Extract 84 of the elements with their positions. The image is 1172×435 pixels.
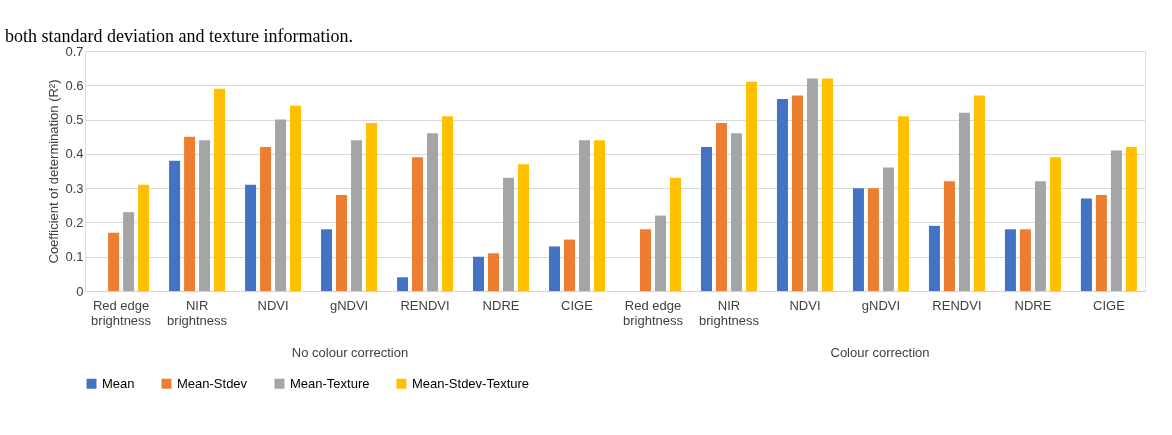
bar [928, 225, 940, 291]
bar [321, 229, 333, 291]
bar [776, 99, 788, 291]
bar [503, 177, 515, 291]
bar [579, 140, 591, 291]
bar [973, 95, 985, 291]
x-tick-label: gNDVI [329, 297, 369, 313]
y-tick-label: 0 [76, 283, 84, 299]
bar [745, 81, 757, 291]
x-tick-label: NDRE [1014, 297, 1052, 313]
y-axis-title: Coefficient of determination (R²) [46, 79, 62, 264]
text: both standard deviation and texture information. [5, 26, 353, 46]
legend-label: Mean-Texture [290, 375, 370, 391]
bar [518, 164, 530, 291]
x-tick-label: NDVI [257, 297, 289, 313]
bar [108, 232, 120, 291]
bar [1125, 147, 1137, 291]
bar [169, 160, 181, 291]
text: Colour correction [830, 345, 930, 360]
bar [654, 215, 666, 291]
bar [943, 181, 955, 291]
x-tick-label: NDVI [789, 297, 821, 313]
bar [397, 277, 409, 291]
legend-label: Mean-Stdev-Texture [412, 375, 530, 391]
bar [867, 188, 879, 291]
x-tick-label: NIR brightness [698, 297, 760, 328]
x-tick-label: Red edge brightness [91, 297, 152, 328]
y-tick-label: 0.7 [65, 43, 84, 59]
y-tick-label: 0.5 [65, 112, 84, 128]
bar [594, 140, 605, 291]
bar [1049, 157, 1061, 291]
bar [730, 133, 742, 291]
bar [199, 140, 211, 291]
y-tick-label: 0.1 [65, 249, 84, 265]
x-tick-label: Red edge brightness [623, 297, 684, 328]
x-tick-label: RENDVI [932, 297, 982, 313]
x-tick-label: gNDVI [861, 297, 901, 313]
bar [1080, 198, 1092, 291]
x-tick-label: NDRE [482, 297, 520, 313]
bar [1034, 181, 1046, 291]
bar [1004, 229, 1016, 291]
bar [958, 112, 970, 291]
bar [214, 88, 226, 291]
bar [700, 147, 712, 291]
bar [412, 157, 424, 291]
bar [882, 167, 894, 291]
bar [260, 147, 272, 291]
x-tick-label: NIR brightness [167, 297, 228, 328]
bar [473, 256, 485, 291]
bar [791, 95, 803, 291]
bar [1095, 195, 1107, 291]
x-tick-label: CIGE [561, 297, 594, 313]
bar [549, 246, 561, 291]
bar [184, 136, 196, 291]
bar [351, 140, 363, 291]
y-tick-label: 0.6 [65, 77, 84, 93]
bar [275, 119, 287, 291]
bar [138, 184, 150, 291]
y-tick-label: 0.3 [65, 180, 84, 196]
bar [821, 78, 833, 291]
bar [806, 78, 818, 291]
bar [245, 184, 257, 291]
bar [669, 177, 681, 291]
bar [564, 239, 576, 291]
bar [1110, 150, 1122, 291]
bar [488, 253, 500, 291]
bar [1019, 229, 1031, 291]
bar [290, 105, 302, 291]
bar [427, 133, 439, 291]
bar [336, 195, 348, 291]
bar [123, 212, 135, 291]
y-tick-label: 0.4 [65, 146, 84, 162]
x-tick-label: CIGE [1093, 297, 1126, 313]
legend-label: Mean [102, 375, 135, 391]
bar [639, 229, 651, 291]
text: No colour correction [291, 345, 409, 360]
y-tick-label: 0.2 [65, 214, 84, 230]
bar [715, 123, 727, 291]
bar [442, 116, 454, 291]
bar [897, 116, 909, 291]
legend-label: Mean-Stdev [177, 375, 248, 391]
x-tick-label: RENDVI [400, 297, 450, 313]
bar [366, 123, 378, 291]
bar [852, 188, 864, 291]
